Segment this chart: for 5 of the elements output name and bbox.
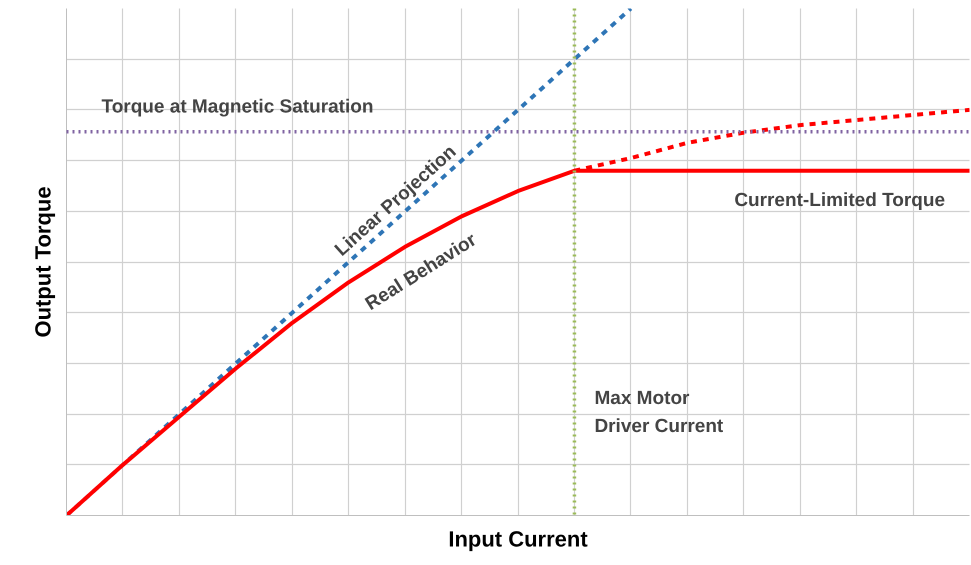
annotation: Max Motor Driver Current bbox=[594, 388, 724, 437]
annotation: Current-Limited Torque bbox=[734, 190, 946, 212]
ref-line-label: Torque at Magnetic Saturation bbox=[102, 96, 374, 118]
x-axis-title: Input Current bbox=[448, 526, 588, 552]
y-axis-title: Output Torque bbox=[30, 186, 56, 338]
